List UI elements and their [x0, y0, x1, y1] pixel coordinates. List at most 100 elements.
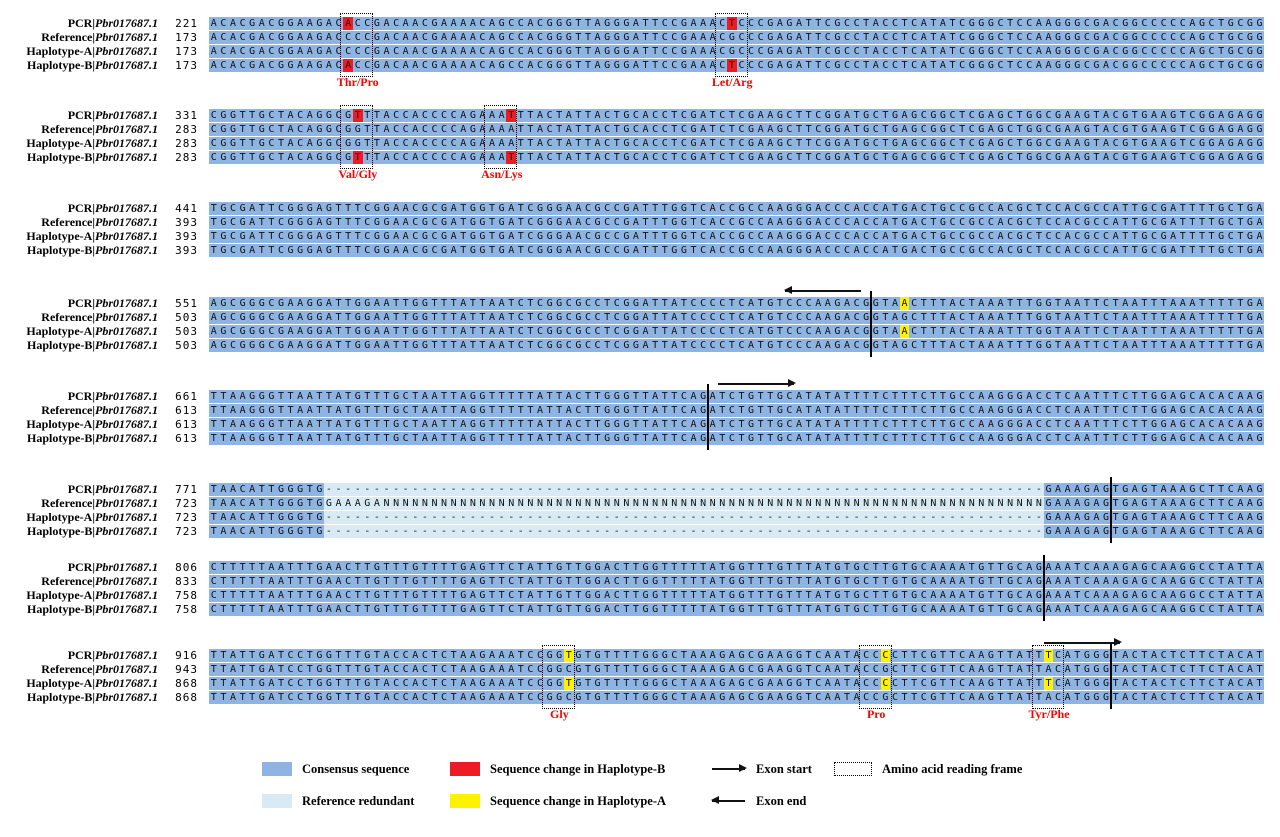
seq-base: -: [707, 511, 718, 524]
seq-base: A: [1062, 123, 1073, 136]
seq-base: C: [1101, 216, 1111, 229]
seq-base: A: [209, 17, 219, 30]
seq-base: T: [650, 244, 660, 257]
seq-base: C: [1082, 575, 1092, 588]
seq-base: T: [1130, 244, 1140, 257]
seq-base: A: [1082, 418, 1092, 431]
seq-base: A: [688, 677, 699, 690]
seq-base: -: [352, 525, 363, 538]
seq-base: A: [899, 325, 910, 338]
seq-base: T: [1206, 230, 1217, 243]
seq-base: G: [247, 432, 257, 445]
seq-base: G: [218, 109, 229, 122]
row-position: 393: [175, 216, 198, 229]
seq-base: T: [928, 390, 939, 403]
seq-base: G: [727, 589, 737, 602]
seq-base: T: [573, 123, 584, 136]
seq-base: A: [563, 216, 574, 229]
seq-base: G: [976, 561, 987, 574]
seq-base: T: [1216, 603, 1226, 616]
seq-base: A: [650, 404, 660, 417]
seq-base: A: [957, 561, 967, 574]
row-label-prefix: Haplotype-B|: [27, 690, 95, 704]
seq-base: A: [304, 123, 315, 136]
seq-base: G: [746, 390, 756, 403]
seq-base: C: [1158, 17, 1169, 30]
seq-base: T: [659, 561, 670, 574]
seq-base: G: [477, 230, 488, 243]
seq-base: C: [391, 151, 401, 164]
seq-base: C: [583, 311, 593, 324]
seq-base: C: [1043, 390, 1054, 403]
seq-base: T: [755, 575, 766, 588]
seq-base: A: [669, 339, 680, 352]
seq-base: T: [1187, 649, 1198, 662]
seq-base: T: [237, 123, 248, 136]
seq-base: A: [688, 432, 699, 445]
seq-base: N: [995, 497, 1006, 510]
seq-base: G: [324, 663, 334, 676]
seq-base: C: [957, 390, 967, 403]
seq-base: T: [1149, 525, 1159, 538]
accession-id: Pbr017687.1: [95, 662, 158, 676]
seq-base: A: [938, 17, 948, 30]
seq-base: T: [986, 575, 996, 588]
seq-base: A: [1130, 561, 1140, 574]
seq-base: T: [372, 649, 382, 662]
seq-base: A: [1254, 297, 1265, 310]
seq-base: A: [535, 123, 545, 136]
row-label-prefix: Haplotype-A|: [26, 588, 95, 602]
seq-base: -: [621, 511, 632, 524]
seq-base: T: [947, 17, 958, 30]
seq-base: G: [650, 561, 660, 574]
seq-base: G: [765, 59, 776, 72]
seq-base: T: [333, 649, 344, 662]
seq-base: T: [1235, 230, 1246, 243]
seq-base: N: [736, 497, 747, 510]
seq-base: G: [276, 339, 286, 352]
seq-base: T: [947, 691, 958, 704]
seq-base: C: [823, 45, 833, 58]
seq-base: N: [842, 497, 852, 510]
seq-base: G: [429, 31, 440, 44]
seq-base: C: [1149, 202, 1159, 215]
seq-base: G: [1130, 17, 1140, 30]
seq-base: C: [228, 325, 238, 338]
seq-base: C: [266, 17, 277, 30]
seq-base: C: [851, 31, 862, 44]
seq-base: A: [458, 325, 469, 338]
seq-base: T: [420, 575, 430, 588]
seq-base: G: [314, 297, 325, 310]
seq-base: A: [823, 649, 833, 662]
seq-base: T: [899, 17, 910, 30]
seq-base: G: [890, 575, 900, 588]
amino-acid-label: Val/Gly: [338, 167, 378, 181]
seq-base: A: [1158, 589, 1169, 602]
row-label: Reference|Pbr017687.1: [0, 575, 158, 588]
seq-base: A: [976, 418, 987, 431]
seq-base: T: [765, 589, 776, 602]
seq-base: T: [573, 603, 584, 616]
seq-base: T: [1091, 151, 1102, 164]
seq-base: A: [458, 418, 469, 431]
seq-base: T: [727, 59, 737, 72]
seq-base: C: [995, 59, 1006, 72]
seq-base: T: [1072, 589, 1083, 602]
seq-base: T: [324, 390, 334, 403]
seq-base: G: [266, 404, 277, 417]
seq-base: T: [1197, 297, 1207, 310]
seq-base: C: [813, 123, 823, 136]
seq-base: G: [832, 589, 843, 602]
seq-base: T: [717, 575, 728, 588]
seq-base: T: [506, 418, 516, 431]
seq-base: -: [755, 483, 766, 496]
seq-base: A: [1101, 151, 1111, 164]
seq-base: T: [928, 45, 939, 58]
seq-base: G: [324, 123, 334, 136]
seq-base: A: [1120, 325, 1130, 338]
row-label-prefix: Reference|: [41, 574, 95, 588]
seq-base: T: [631, 589, 641, 602]
seq-base: -: [535, 511, 545, 524]
seq-base: G: [1245, 297, 1255, 310]
